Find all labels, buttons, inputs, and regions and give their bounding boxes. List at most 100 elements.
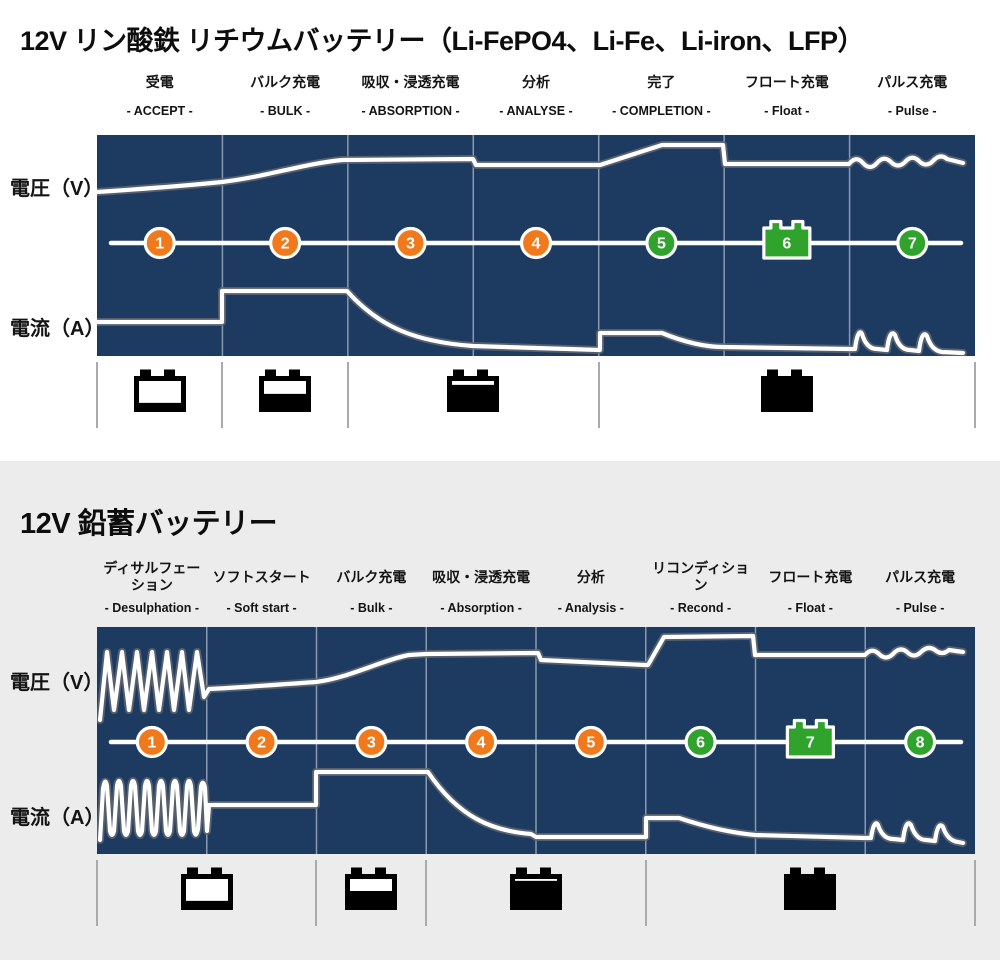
phase-header-en: - Float - [764, 104, 810, 118]
phase-marker-3: 3 [394, 226, 427, 260]
phase-header-en: - Soft start - [226, 601, 297, 615]
circle-marker [269, 226, 302, 260]
battery-marker-icon [762, 219, 812, 260]
marker-number: 5 [657, 236, 666, 253]
phase-marker-7: 7 [785, 718, 835, 759]
battery-charge-icon [179, 866, 235, 917]
phase-header-jp: 吸収・浸透充電 [432, 568, 531, 585]
axis-label-voltage: 電圧（V） [10, 672, 104, 694]
phase-header-en: - Pulse - [895, 601, 945, 615]
phase-marker-8: 8 [904, 725, 937, 759]
battery-terminal [210, 867, 222, 877]
battery-charge-icon [508, 866, 564, 917]
phase-header-en: - Desulphation - [104, 601, 200, 615]
phase-header-7: パルス充電 - Pulse - [850, 70, 975, 119]
battery-terminal [477, 369, 489, 379]
battery-terminal [375, 867, 387, 877]
marker-number: 4 [477, 735, 486, 752]
section-title: 12V リン酸鉄 リチウムバッテリー（Li-FePO4、Li-Fe、Li-iro… [20, 26, 865, 57]
voltage-curve [97, 633, 966, 723]
phase-header-jp: 受電 [145, 73, 174, 90]
phase-marker-2: 2 [245, 725, 278, 759]
circle-marker [245, 725, 278, 759]
battery-charge-fill [185, 900, 229, 906]
phase-header-3: 吸収・浸透充電 - ABSORPTION - [348, 70, 473, 119]
phase-header-en: - COMPLETION - [612, 104, 711, 118]
battery-charge-fill [514, 880, 558, 906]
charge-state-strip [96, 858, 976, 934]
axis-label-current: 電流（A） [10, 318, 105, 340]
phase-header-jp: 吸収・浸透充電 [361, 73, 460, 90]
marker-number: 3 [367, 735, 376, 752]
phase-header-en: - BULK - [260, 104, 311, 118]
section-lifepo4: 12V リン酸鉄 リチウムバッテリー（Li-FePO4、Li-Fe、Li-iro… [0, 0, 1000, 461]
phase-marker-7: 7 [896, 226, 929, 260]
phase-header-2: バルク充電 - BULK - [222, 70, 347, 119]
circle-marker [574, 725, 607, 759]
phase-header-4: 吸収・浸透充電 - Absorption - [426, 557, 536, 616]
phase-marker-4: 4 [465, 725, 498, 759]
phase-header-en: - Bulk - [350, 601, 393, 615]
phase-header-jp: パルス充電 [885, 568, 956, 585]
circle-marker [684, 725, 717, 759]
phase-header-5: 分析 - Analysis - [536, 557, 646, 616]
marker-number: 4 [532, 236, 541, 253]
phase-marker-4: 4 [519, 226, 553, 260]
phase-marker-3: 3 [355, 725, 388, 759]
stage-tick [644, 860, 647, 926]
battery-charge-icon [445, 368, 501, 419]
battery-charge-icon [343, 866, 399, 917]
battery-charge-icon [257, 368, 313, 419]
battery-charge-icon [132, 368, 188, 419]
phase-marker-2: 2 [269, 226, 302, 260]
marker-number: 2 [257, 735, 266, 752]
stage-tick [974, 860, 976, 926]
marker-number: 2 [281, 236, 290, 253]
axis-label-voltage: 電圧（V） [10, 178, 104, 200]
battery-terminal [515, 867, 527, 877]
phase-header-jp: 分析 [576, 568, 605, 585]
phase-header-jp: ソフトスタート [212, 568, 311, 585]
phase-header-en: - Analysis - [557, 601, 624, 615]
phase-header-jp: 完了 [647, 73, 676, 90]
battery-charge-icon [782, 866, 838, 917]
circle-marker [519, 226, 553, 260]
phase-header-jp: バルク充電 [336, 568, 407, 585]
marker-number: 8 [916, 735, 925, 752]
stage-tick [96, 860, 98, 926]
battery-terminal [186, 867, 198, 877]
section-title: 12V 鉛蓄バッテリー [20, 508, 278, 541]
marker-number: 6 [696, 735, 705, 752]
battery-terminal [539, 867, 551, 877]
battery-charge-fill [760, 376, 813, 412]
battery-terminal [289, 369, 301, 379]
phase-header-6: フロート充電 - Float - [724, 70, 849, 119]
marker-number: 6 [782, 236, 791, 253]
phase-header-1: ディサルフェーション - Desulphation - [97, 557, 207, 615]
stage-tick [315, 860, 318, 926]
marker-number: 7 [806, 735, 815, 752]
phase-headers: ディサルフェーション - Desulphation - ソフトスタート - Soft … [97, 557, 975, 615]
phase-header-8: パルス充電 - Pulse - [865, 557, 975, 616]
phase-header-jp: パルス充電 [877, 73, 948, 90]
circle-marker [896, 226, 929, 260]
phase-header-en: - ANALYSE - [499, 104, 573, 118]
phase-header-7: フロート充電 - Float - [756, 557, 866, 616]
battery-terminal [790, 369, 802, 379]
stage-tick [346, 362, 349, 428]
phase-header-en: - Pulse - [887, 104, 937, 118]
phase-headers: 受電 - ACCEPT - バルク充電 - BULK - 吸収・浸透充電 - ABSORP… [97, 70, 975, 119]
circle-marker [135, 725, 168, 759]
phase-header-4: 分析 - ANALYSE - [473, 70, 598, 119]
phase-marker-6: 6 [762, 219, 812, 260]
battery-terminal [351, 867, 363, 877]
circle-marker [394, 226, 427, 260]
phase-marker-5: 5 [645, 226, 678, 260]
marker-number: 1 [147, 735, 156, 752]
marker-number: 5 [586, 735, 595, 752]
phase-header-3: バルク充電 - Bulk - [317, 557, 427, 616]
phase-header-jp: フロート充電 [744, 73, 829, 90]
battery-terminal [453, 369, 465, 379]
current-curve [97, 288, 966, 356]
